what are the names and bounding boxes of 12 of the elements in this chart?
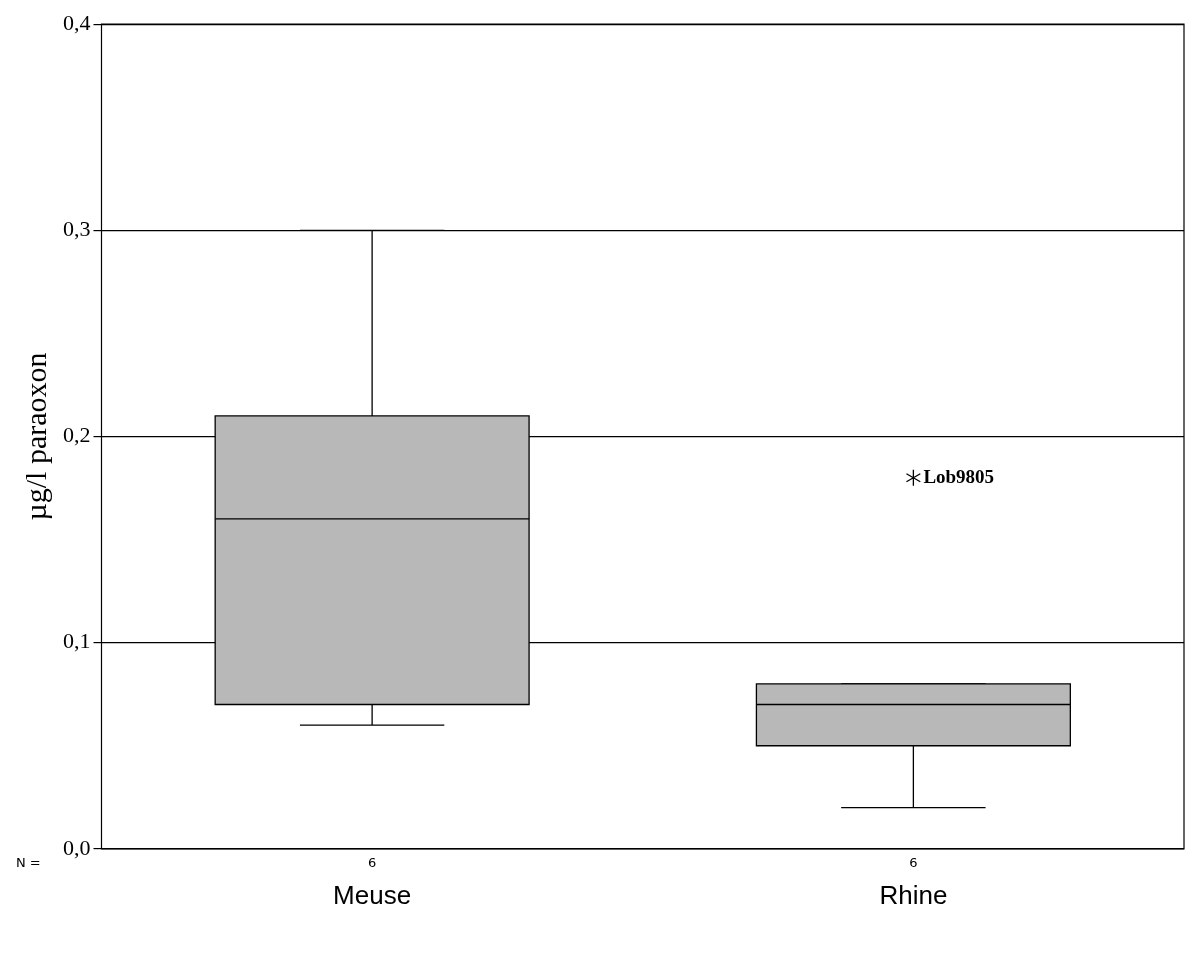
x-tick-label: Rhine: [879, 879, 948, 910]
y-tick-label: 0,4: [63, 9, 91, 35]
y-tick-label: 0,0: [63, 834, 91, 860]
y-tick-label: 0,3: [63, 216, 91, 242]
y-tick-label: 0,1: [63, 628, 91, 654]
y-tick-label: 0,2: [63, 422, 91, 448]
y-axis-title: µg/l paraoxon: [18, 352, 52, 521]
annotation: Lob9805: [923, 465, 995, 487]
text: 6: [367, 854, 377, 870]
x-tick-label: Meuse: [333, 879, 412, 910]
text: 6: [909, 854, 918, 870]
text: N =: [16, 854, 41, 870]
